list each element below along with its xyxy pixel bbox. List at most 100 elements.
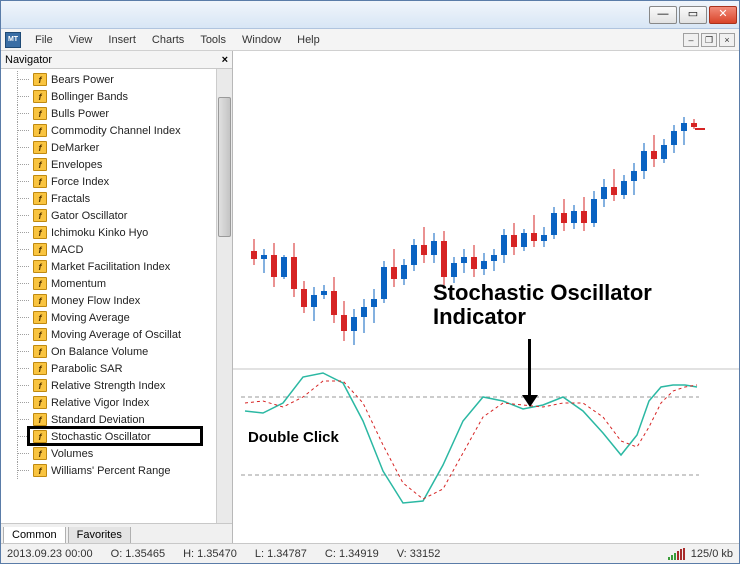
indicator-icon: f [33,447,47,460]
indicator-label: Parabolic SAR [51,363,123,375]
indicator-icon: f [33,141,47,154]
indicator-label: Bollinger Bands [51,91,128,103]
indicator-label: Relative Strength Index [51,380,165,392]
close-button[interactable]: ✕ [709,6,737,24]
indicator-icon: f [33,226,47,239]
indicator-moving-average[interactable]: fMoving Average [1,309,216,326]
indicator-label: Fractals [51,193,90,205]
indicator-stochastic-oscillator[interactable]: f Stochastic Oscillator [1,428,216,445]
indicator-icon: f [33,430,47,443]
mdi-minimize-button[interactable]: – [683,33,699,47]
indicator-relative-vigor-index[interactable]: f Relative Vigor Index [1,394,216,411]
indicator-relative-strength-index[interactable]: f Relative Strength Index [1,377,216,394]
mdi-controls: – ❐ × [683,33,735,47]
indicator-label: Stochastic Oscillator [51,431,151,443]
indicator-market-facilitation-index[interactable]: f Market Facilitation Index [1,258,216,275]
indicator-standard-deviation[interactable]: f Standard Deviation [1,411,216,428]
indicator-label: Money Flow Index [51,295,140,307]
indicator-money-flow-index[interactable]: f Money Flow Index [1,292,216,309]
navigator-tabs: Common Favorites [1,523,232,543]
indicator-label: DeMarker [51,142,99,154]
indicator-icon: f [33,260,47,273]
indicator-icon: f [33,73,47,86]
indicator-gator-oscillator[interactable]: fGator Oscillator [1,207,216,224]
tab-common[interactable]: Common [3,527,66,543]
menu-tools[interactable]: Tools [192,34,234,46]
menu-charts[interactable]: Charts [144,34,192,46]
indicator-icon: f [33,345,47,358]
indicator-label: Williams' Percent Range [51,465,170,477]
indicator-icon: f [33,124,47,137]
navigator-close-icon[interactable]: × [222,54,228,66]
minimize-button[interactable]: — [649,6,677,24]
connection-bars-icon [668,548,685,560]
indicator-label: Bulls Power [51,108,109,120]
indicator-icon: f [33,209,47,222]
menu-insert[interactable]: Insert [100,34,144,46]
annotation-arrow [528,339,531,401]
indicator-label: Moving Average of Oscillat [51,329,181,341]
indicator-icon: f [33,294,47,307]
indicator-ichimoku-kinko-hyo[interactable]: f Ichimoku Kinko Hyo [1,224,216,241]
status-volume: V: 33152 [397,548,441,560]
status-close: C: 1.34919 [325,548,379,560]
status-kb: 125/0 kb [691,548,733,560]
indicator-icon: f [33,277,47,290]
indicator-label: Ichimoku Kinko Hyo [51,227,148,239]
indicator-label: Standard Deviation [51,414,145,426]
status-low: L: 1.34787 [255,548,307,560]
mdi-close-button[interactable]: × [719,33,735,47]
menu-help[interactable]: Help [289,34,328,46]
menu-view[interactable]: View [61,34,101,46]
app-icon: MT [5,32,21,48]
indicator-label: Envelopes [51,159,102,171]
indicator-icon: f [33,311,47,324]
indicator-commodity-channel-index[interactable]: f Commodity Channel Index [1,122,216,139]
indicator-label: Force Index [51,176,109,188]
indicator-bears-power[interactable]: f Bears Power [1,71,216,88]
navigator-scroll-thumb[interactable] [218,97,231,237]
annotation-arrow-tip [522,395,538,407]
indicator-label: Relative Vigor Index [51,397,149,409]
statusbar: 2013.09.23 00:00 O: 1.35465 H: 1.35470 L… [1,543,739,563]
menu-file[interactable]: File [27,34,61,46]
indicator-williams-percent-range[interactable]: fWilliams' Percent Range [1,462,216,479]
indicator-icon: f [33,396,47,409]
indicator-label: Momentum [51,278,106,290]
indicator-icon: f [33,243,47,256]
indicator-parabolic-sar[interactable]: f Parabolic SAR [1,360,216,377]
indicator-label: Market Facilitation Index [51,261,170,273]
indicator-label: Volumes [51,448,93,460]
indicator-fractals[interactable]: fFractals [1,190,216,207]
navigator-scrollbar[interactable] [216,69,232,523]
indicator-demarker[interactable]: f DeMarker [1,139,216,156]
indicator-icon: f [33,158,47,171]
indicator-momentum[interactable]: f Momentum [1,275,216,292]
mdi-restore-button[interactable]: ❐ [701,33,717,47]
menubar: MT FileViewInsertChartsToolsWindowHelp –… [1,29,739,51]
maximize-button[interactable]: ▭ [679,6,707,24]
indicator-moving-average-of-oscillat[interactable]: f Moving Average of Oscillat [1,326,216,343]
indicator-icon: f [33,413,47,426]
indicator-label: Commodity Channel Index [51,125,181,137]
indicator-envelopes[interactable]: f Envelopes [1,156,216,173]
indicator-icon: f [33,328,47,341]
tab-favorites[interactable]: Favorites [68,527,131,543]
indicator-volumes[interactable]: f Volumes [1,445,216,462]
chart-area[interactable]: Stochastic Oscillator Indicator Double C… [233,51,739,543]
indicator-bollinger-bands[interactable]: fBollinger Bands [1,88,216,105]
indicator-label: Bears Power [51,74,114,86]
app-window: — ▭ ✕ MT FileViewInsertChartsToolsWindow… [0,0,740,564]
indicator-force-index[interactable]: fForce Index [1,173,216,190]
status-date: 2013.09.23 00:00 [7,548,93,560]
indicator-on-balance-volume[interactable]: f On Balance Volume [1,343,216,360]
indicator-label: On Balance Volume [51,346,148,358]
titlebar: — ▭ ✕ [1,1,739,29]
content-area: Navigator × fBears PowerfBollinger Bands… [1,51,739,543]
indicator-icon: f [33,379,47,392]
menu-window[interactable]: Window [234,34,289,46]
indicator-label: MACD [51,244,83,256]
indicator-macd[interactable]: f MACD [1,241,216,258]
indicator-bulls-power[interactable]: fBulls Power [1,105,216,122]
indicator-icon: f [33,362,47,375]
